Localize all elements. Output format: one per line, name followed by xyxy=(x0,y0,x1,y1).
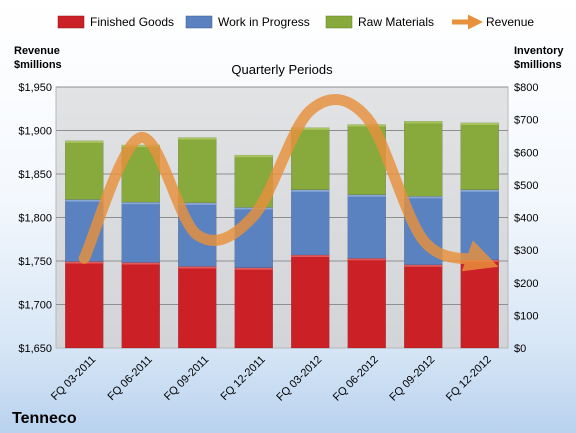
bar-highlight-raw-materials xyxy=(121,145,160,148)
bar-highlight-raw-materials xyxy=(291,127,330,130)
left-axis-tick: $1,700 xyxy=(18,300,52,312)
legend-label-finished-goods: Finished Goods xyxy=(90,15,174,29)
x-axis-tick: FQ 09-2012 xyxy=(387,354,437,404)
revenue-line xyxy=(78,94,499,272)
bar-highlight-raw-materials xyxy=(178,137,217,140)
bar-finished-goods xyxy=(291,254,330,349)
bar-finished-goods xyxy=(347,258,386,349)
left-axis-tick: $1,850 xyxy=(18,169,52,181)
right-axis-tick: $0 xyxy=(514,343,526,355)
chart-subtitle: Quarterly Periods xyxy=(231,62,333,77)
bar-finished-goods xyxy=(178,266,217,349)
legend-swatch-finished-goods xyxy=(57,15,85,29)
bar-raw-materials xyxy=(460,122,499,191)
bar-highlight-work-in-progress xyxy=(65,199,104,202)
bar-highlight-work-in-progress xyxy=(347,194,386,197)
left-axis-tick: $1,900 xyxy=(18,126,52,138)
bar-highlight-raw-materials xyxy=(234,155,273,158)
bar-finished-goods xyxy=(65,261,104,349)
legend: Finished Goods Work in Progress Raw Mate… xyxy=(57,14,534,30)
legend-label-work-in-progress: Work in Progress xyxy=(218,15,310,29)
left-axis-label-line2: $millions xyxy=(14,59,62,71)
bar-highlight-raw-materials xyxy=(65,140,104,143)
legend-label-revenue: Revenue xyxy=(486,15,534,29)
right-axis-tick: $500 xyxy=(514,180,538,192)
x-axis-tick: FQ 12-2011 xyxy=(218,354,267,403)
x-axis-tick: FQ 06-2012 xyxy=(331,354,381,404)
bar-finished-goods xyxy=(460,259,499,349)
revenue-line-layer xyxy=(78,94,499,272)
bar-highlight-finished-goods xyxy=(404,264,443,267)
x-axis-tick: FQ 03-2011 xyxy=(49,354,98,403)
x-axis-tick: FQ 09-2011 xyxy=(162,354,211,403)
bars xyxy=(65,121,499,349)
bar-highlight-work-in-progress xyxy=(404,196,443,199)
bar-highlight-work-in-progress xyxy=(178,202,217,205)
legend-swatch-raw-materials xyxy=(325,15,353,29)
bar-highlight-finished-goods xyxy=(347,258,386,261)
right-axis-label-line1: Inventory xyxy=(514,45,564,57)
bar-work-in-progress xyxy=(347,194,386,259)
legend-swatch-work-in-progress xyxy=(185,15,213,29)
right-axis-tick: $100 xyxy=(514,310,538,322)
x-axis-tick: FQ 12-2012 xyxy=(444,354,494,404)
right-axis-tick: $300 xyxy=(514,245,538,257)
bar-highlight-work-in-progress xyxy=(291,189,330,192)
bar-highlight-finished-goods xyxy=(178,266,217,269)
left-axis-tick: $1,950 xyxy=(18,82,52,94)
bar-highlight-raw-materials xyxy=(460,122,499,125)
bar-finished-goods xyxy=(234,267,273,349)
right-axis-tick: $600 xyxy=(514,147,538,159)
right-axis-tick: $700 xyxy=(514,115,538,127)
bar-highlight-finished-goods xyxy=(121,262,160,265)
left-axis-label-line1: Revenue xyxy=(14,45,60,57)
left-axis-tick: $1,800 xyxy=(18,213,52,225)
left-axis-tick: $1,750 xyxy=(18,256,52,268)
bar-work-in-progress xyxy=(121,201,160,263)
bar-raw-materials xyxy=(178,137,217,204)
right-axis-tick: $200 xyxy=(514,278,538,290)
right-axis-tick: $800 xyxy=(514,82,538,94)
bar-highlight-raw-materials xyxy=(404,121,443,124)
bar-work-in-progress xyxy=(291,189,330,256)
bar-highlight-finished-goods xyxy=(234,267,273,270)
company-name: Tenneco xyxy=(12,410,77,427)
bar-finished-goods xyxy=(121,262,160,349)
bar-highlight-work-in-progress xyxy=(121,202,160,205)
bar-raw-materials xyxy=(404,121,443,197)
x-axis-tick: FQ 03-2012 xyxy=(274,354,324,404)
bar-highlight-finished-goods xyxy=(291,255,330,258)
legend-label-raw-materials: Raw Materials xyxy=(358,15,434,29)
bar-finished-goods xyxy=(404,264,443,349)
bar-raw-materials xyxy=(65,140,104,200)
left-axis-tick: $1,650 xyxy=(18,343,52,355)
x-axis-tick: FQ 06-2011 xyxy=(105,354,154,403)
bar-highlight-work-in-progress xyxy=(460,189,499,192)
bar-work-in-progress xyxy=(460,189,499,261)
right-axis-tick: $400 xyxy=(514,213,538,225)
right-axis-label-line2: $millions xyxy=(514,59,562,71)
